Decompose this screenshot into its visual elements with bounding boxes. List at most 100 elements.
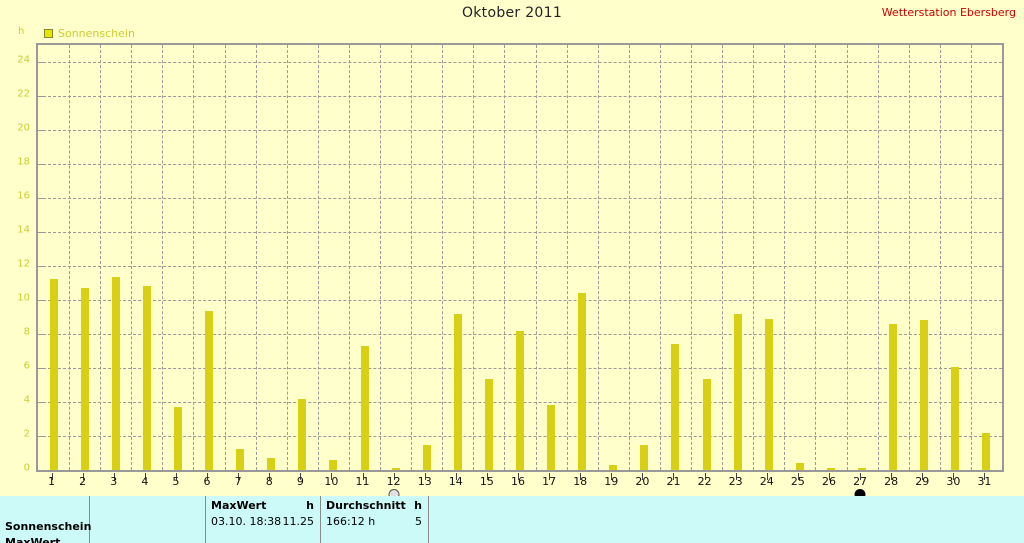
gridline-vertical — [348, 45, 350, 470]
summary-blank-cell — [90, 496, 206, 543]
x-tick-label-day-3: 3 — [110, 475, 118, 488]
gridline-horizontal — [38, 232, 1002, 233]
bar-day-28 — [889, 323, 898, 470]
gridline-vertical — [162, 45, 164, 470]
bar-day-26 — [826, 468, 835, 470]
gridline-vertical — [411, 45, 413, 470]
x-tick-mark — [486, 473, 488, 480]
gridline-vertical — [815, 45, 817, 470]
bar-day-20 — [640, 444, 649, 470]
x-tick-mark — [642, 473, 644, 480]
bar-day-16 — [516, 330, 524, 470]
bar-day-13 — [422, 444, 431, 470]
table-row: Sonnenschein MaxWert MaxWert h 03.10. 18… — [0, 496, 1024, 543]
x-tick-label-day-1: 1 — [48, 475, 56, 488]
summary-tail-cell — [429, 496, 924, 543]
x-tick-mark — [953, 473, 955, 480]
y-tick-label: 14 — [17, 224, 30, 236]
x-tick-label-day-28: 28 — [884, 475, 899, 488]
x-tick-label-day-9: 9 — [296, 475, 304, 488]
bar-day-31 — [982, 432, 991, 470]
y-tick-label: 22 — [17, 88, 30, 100]
bar-day-30 — [951, 367, 960, 470]
x-tick-mark — [331, 473, 333, 480]
bar-day-6 — [205, 311, 214, 470]
gridline-vertical — [317, 45, 319, 470]
x-tick-label-day-25: 25 — [790, 475, 805, 488]
x-tick-mark — [891, 473, 893, 480]
average-header-unit: h — [414, 499, 422, 512]
gridline-vertical — [628, 45, 630, 470]
gridline-vertical — [69, 45, 71, 470]
x-tick-mark — [393, 473, 395, 480]
gridline-vertical — [597, 45, 599, 470]
x-tick-mark — [828, 473, 830, 480]
y-tick-mark — [38, 436, 43, 437]
bar-day-5 — [173, 407, 182, 470]
bar-day-15 — [484, 379, 493, 470]
x-tick-mark — [580, 473, 582, 480]
gridline-vertical — [939, 45, 941, 470]
bar-day-7 — [236, 448, 245, 470]
x-tick-mark — [238, 473, 240, 480]
plot-inner — [38, 45, 1002, 471]
y-tick-mark — [38, 334, 43, 335]
y-tick-mark — [38, 130, 43, 131]
x-tick-mark — [424, 473, 426, 480]
x-tick-mark — [300, 473, 302, 480]
x-axis: 1 2 3 4 5 6 7 8 9 10 11 12 13 14 15 16 17 18 19 20 21 22 23 24 2… — [36, 473, 1004, 500]
bar-day-1 — [49, 278, 58, 470]
bar-day-2 — [80, 288, 89, 470]
gridline-vertical — [504, 45, 506, 470]
bar-day-21 — [671, 344, 680, 470]
bar-day-9 — [298, 398, 307, 470]
summary-max-cell: MaxWert h 03.10. 18:38 11.25 — [206, 496, 321, 543]
summary-row-label: Sonnenschein — [5, 520, 92, 533]
bar-day-3 — [111, 277, 120, 470]
y-tick-mark — [38, 198, 43, 199]
bar-day-8 — [267, 458, 276, 470]
x-tick-mark — [611, 473, 613, 480]
x-tick-mark — [549, 473, 551, 480]
max-value-number: 11.25 — [282, 515, 315, 528]
gridline-horizontal — [38, 130, 1002, 131]
gridline-vertical — [255, 45, 257, 470]
x-tick-label-day-10: 10 — [324, 475, 339, 488]
gridline-vertical — [970, 45, 972, 470]
average-value-text: 166:12 h — [326, 515, 376, 528]
gridline-vertical — [566, 45, 568, 470]
x-tick-mark — [362, 473, 364, 480]
x-tick-label-day-17: 17 — [542, 475, 557, 488]
x-tick-label-day-16: 16 — [511, 475, 525, 488]
max-value-date: 03.10. 18:38 — [211, 515, 282, 528]
y-tick-label: 18 — [17, 156, 30, 168]
x-tick-mark — [269, 473, 271, 480]
x-tick-mark — [207, 473, 209, 480]
gridline-vertical — [193, 45, 195, 470]
page-title: Oktober 2011 — [461, 5, 563, 21]
summary-row-label-cell: Sonnenschein MaxWert — [0, 496, 92, 543]
x-tick-label-day-20: 20 — [635, 475, 650, 488]
gridline-vertical — [131, 45, 133, 470]
gridline-vertical — [908, 45, 910, 470]
gridline-vertical — [286, 45, 288, 470]
x-tick-label-day-23: 23 — [728, 475, 743, 488]
x-tick-label-day-2: 2 — [79, 475, 87, 488]
gridline-horizontal — [38, 198, 1002, 199]
x-tick-label-day-5: 5 — [172, 475, 180, 488]
x-tick-mark — [113, 473, 115, 480]
gridline-vertical — [224, 45, 226, 470]
bar-day-11 — [360, 345, 369, 470]
x-tick-label-day-14: 14 — [448, 475, 463, 488]
x-tick-label-day-31: 31 — [977, 475, 992, 488]
x-tick-label-day-6: 6 — [203, 475, 211, 488]
bar-day-18 — [578, 293, 587, 470]
x-tick-label-day-22: 22 — [697, 475, 712, 488]
y-tick-label: 4 — [23, 394, 30, 406]
x-tick-mark — [82, 473, 84, 480]
x-tick-label-day-15: 15 — [479, 475, 494, 488]
x-tick-mark — [860, 473, 862, 480]
summary-average-cell: Durchschnitt h 166:12 h 5 — [321, 496, 429, 543]
x-tick-mark — [984, 473, 986, 480]
x-tick-label-day-8: 8 — [265, 475, 273, 488]
